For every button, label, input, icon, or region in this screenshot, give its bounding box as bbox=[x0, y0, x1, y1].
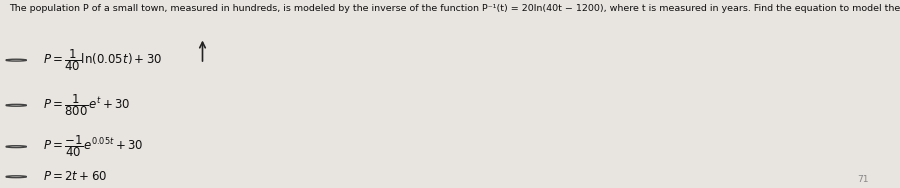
Text: $P = 2t + 60$: $P = 2t + 60$ bbox=[43, 170, 107, 183]
Text: 71: 71 bbox=[857, 175, 868, 184]
Text: $P = \dfrac{-1}{40}e^{0.05t} + 30$: $P = \dfrac{-1}{40}e^{0.05t} + 30$ bbox=[43, 134, 144, 159]
Text: $P = \dfrac{1}{800}e^{t} + 30$: $P = \dfrac{1}{800}e^{t} + 30$ bbox=[43, 92, 130, 118]
Text: The population P of a small town, measured in hundreds, is modeled by the invers: The population P of a small town, measur… bbox=[9, 4, 900, 13]
Text: $P = \dfrac{1}{40}\ln(0.05t) + 30$: $P = \dfrac{1}{40}\ln(0.05t) + 30$ bbox=[43, 47, 162, 73]
